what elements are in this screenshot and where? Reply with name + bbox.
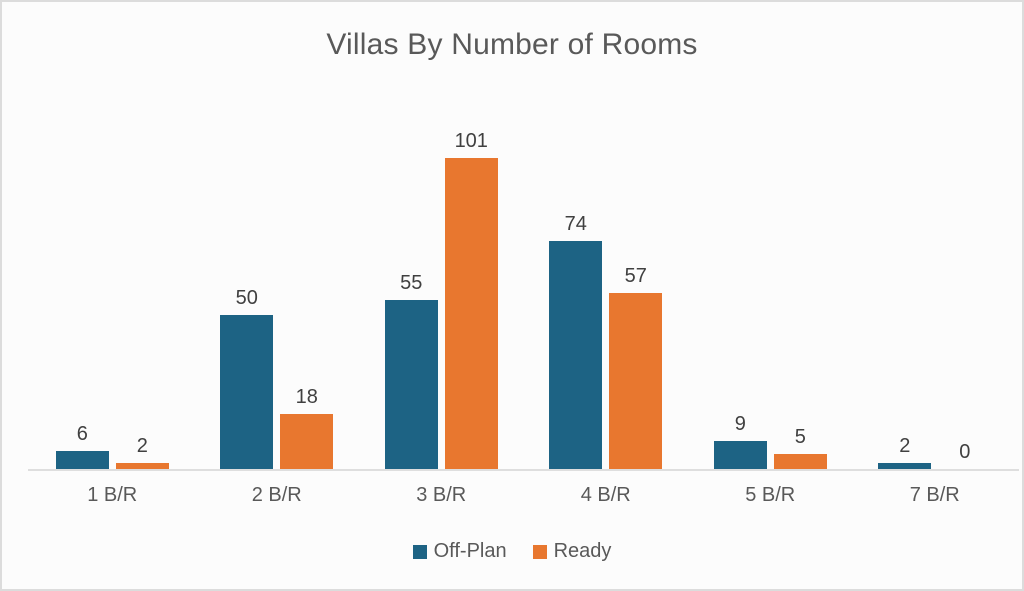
bar-off-plan — [878, 463, 932, 469]
value-label: 18 — [295, 386, 318, 408]
bar-col-off-plan: 6 — [55, 422, 109, 469]
bar-col-ready: 2 — [115, 434, 169, 469]
value-label: 55 — [400, 272, 423, 294]
bar-ready — [115, 463, 169, 469]
bar-ready — [280, 414, 334, 469]
category-label: 5 B/R — [745, 484, 796, 506]
bar-off-plan — [384, 300, 438, 469]
legend-swatch-icon — [532, 544, 547, 559]
value-label: 57 — [624, 265, 647, 287]
bar-group-4-b-r: 74 57 — [524, 128, 689, 469]
value-label: 50 — [235, 287, 258, 309]
value-label: 74 — [564, 213, 587, 235]
category-label: 1 B/R — [87, 484, 138, 506]
value-label: 0 — [959, 441, 971, 463]
bar-ready — [444, 158, 498, 469]
value-label: 2 — [899, 435, 911, 457]
x-axis-line — [28, 469, 1019, 471]
bar-group-2-b-r: 50 18 — [195, 128, 360, 469]
bar-off-plan — [713, 441, 767, 469]
bar-ready — [773, 454, 827, 469]
legend-swatch-icon — [412, 544, 427, 559]
legend-label: Off-Plan — [433, 540, 507, 562]
bar-col-ready: 18 — [280, 385, 334, 469]
bar-col-off-plan: 2 — [878, 434, 932, 469]
value-label: 9 — [734, 413, 746, 435]
bar-col-off-plan: 50 — [220, 286, 274, 469]
value-label: 101 — [454, 130, 488, 152]
value-label: 5 — [794, 426, 806, 448]
category-label: 4 B/R — [580, 484, 631, 506]
bar-off-plan — [55, 451, 109, 469]
bar-col-ready: 5 — [773, 425, 827, 469]
chart-title: Villas By Number of Rooms — [326, 28, 698, 61]
value-label: 6 — [76, 423, 88, 445]
bar-col-off-plan: 9 — [713, 412, 767, 469]
bar-off-plan — [549, 241, 603, 469]
bar-col-ready: 101 — [444, 129, 498, 469]
category-label: 2 B/R — [251, 484, 302, 506]
legend: Off-Plan Ready — [2, 540, 1022, 563]
legend-item-off-plan: Off-Plan — [412, 540, 507, 563]
value-label: 2 — [136, 435, 148, 457]
bar-col-off-plan: 74 — [549, 212, 603, 469]
bar-off-plan — [220, 315, 274, 469]
legend-label: Ready — [553, 540, 612, 562]
legend-item-ready: Ready — [532, 540, 612, 563]
category-label: 7 B/R — [909, 484, 960, 506]
bar-col-ready: 0 — [938, 440, 991, 469]
bar-col-ready: 57 — [609, 264, 663, 469]
x-axis-labels: 1 B/R 2 B/R 3 B/R 4 B/R 5 B/R 7 B/R — [30, 484, 1017, 507]
bar-group-3-b-r: 55 101 — [359, 128, 524, 469]
bar-ready — [609, 293, 663, 469]
plot-area: 6 2 50 18 55 101 74 57 9 5 2 0 — [30, 128, 1017, 469]
category-label: 3 B/R — [416, 484, 467, 506]
bar-col-off-plan: 55 — [384, 271, 438, 469]
